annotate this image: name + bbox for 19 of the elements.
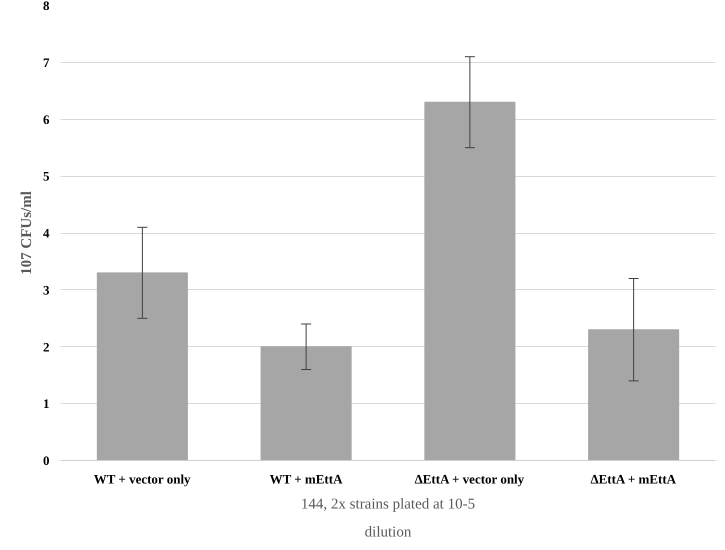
- y-axis-title: 107 CFUs/ml: [19, 191, 35, 275]
- x-tick-label: WT + mEttA: [270, 472, 344, 486]
- bar: [588, 329, 680, 460]
- bar: [96, 272, 188, 460]
- x-tick-label: WT + vector only: [94, 472, 192, 486]
- y-tick-label: 2: [43, 339, 50, 354]
- x-tick-label: ΔEttA + mEttA: [590, 472, 677, 486]
- bar: [260, 346, 352, 460]
- bar: [424, 102, 516, 460]
- y-tick-label: 6: [43, 112, 50, 127]
- y-tick-label: 4: [43, 226, 50, 240]
- y-tick-label: 8: [43, 0, 50, 13]
- y-tick-label: 1: [43, 396, 50, 412]
- y-tick-label: 0: [43, 453, 50, 468]
- x-axis-title: 144, 2x strains plated at 10-5 dilution: [300, 496, 476, 540]
- y-tick-label: 5: [43, 168, 50, 184]
- y-tick-label: 3: [43, 282, 50, 298]
- x-tick-label: ΔEttA + vector only: [414, 472, 525, 486]
- y-tick-label: 7: [43, 54, 50, 70]
